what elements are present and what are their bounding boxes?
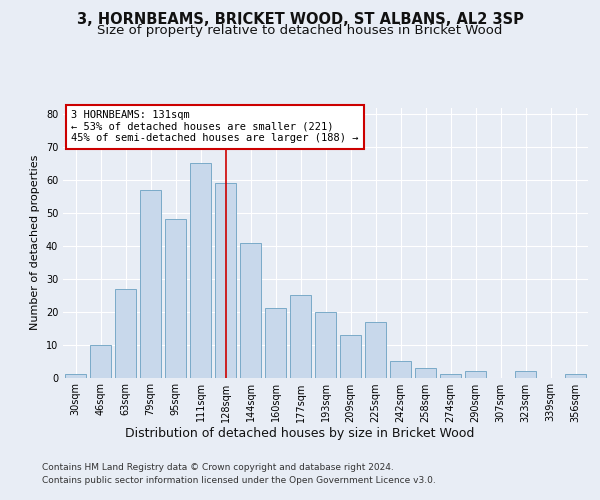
Bar — [365, 322, 386, 378]
Text: 3, HORNBEAMS, BRICKET WOOD, ST ALBANS, AL2 3SP: 3, HORNBEAMS, BRICKET WOOD, ST ALBANS, A… — [77, 12, 523, 28]
Bar — [290, 295, 311, 378]
Bar — [315, 312, 336, 378]
Bar — [240, 242, 261, 378]
Bar — [65, 374, 86, 378]
Bar — [265, 308, 286, 378]
Bar — [415, 368, 436, 378]
Text: Contains public sector information licensed under the Open Government Licence v3: Contains public sector information licen… — [42, 476, 436, 485]
Text: 3 HORNBEAMS: 131sqm
← 53% of detached houses are smaller (221)
45% of semi-detac: 3 HORNBEAMS: 131sqm ← 53% of detached ho… — [71, 110, 358, 144]
Text: Distribution of detached houses by size in Bricket Wood: Distribution of detached houses by size … — [125, 428, 475, 440]
Text: Size of property relative to detached houses in Bricket Wood: Size of property relative to detached ho… — [97, 24, 503, 37]
Bar — [90, 344, 111, 378]
Bar — [390, 361, 411, 378]
Bar — [190, 164, 211, 378]
Text: Contains HM Land Registry data © Crown copyright and database right 2024.: Contains HM Land Registry data © Crown c… — [42, 462, 394, 471]
Bar — [140, 190, 161, 378]
Y-axis label: Number of detached properties: Number of detached properties — [30, 155, 40, 330]
Bar — [340, 334, 361, 378]
Bar — [465, 371, 486, 378]
Bar — [440, 374, 461, 378]
Bar — [515, 371, 536, 378]
Bar — [565, 374, 586, 378]
Bar — [215, 183, 236, 378]
Bar — [165, 220, 186, 378]
Bar — [115, 288, 136, 378]
